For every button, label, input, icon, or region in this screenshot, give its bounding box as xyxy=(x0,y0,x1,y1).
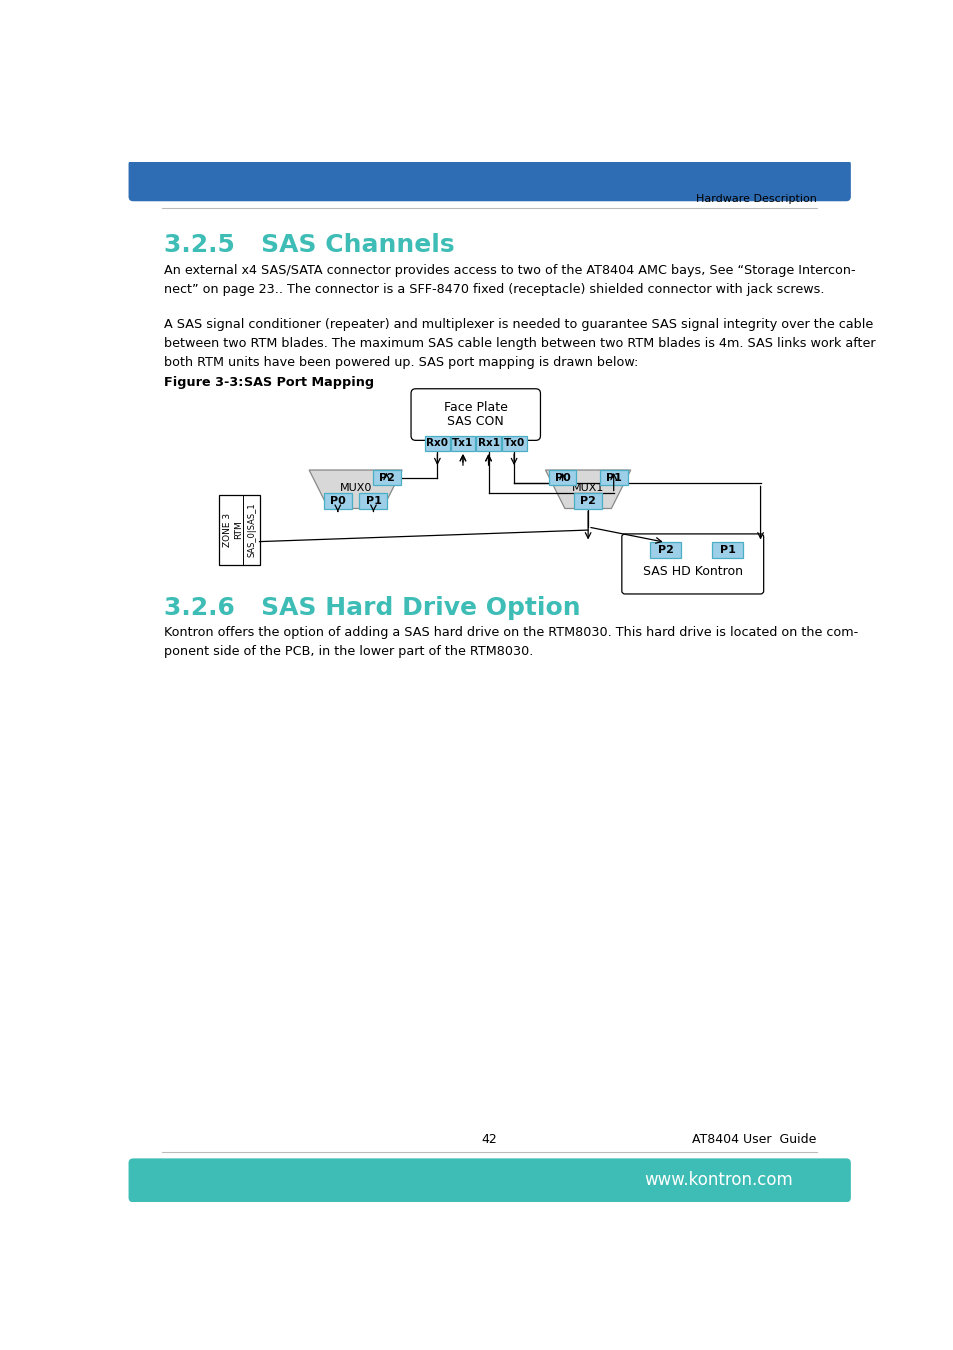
FancyBboxPatch shape xyxy=(424,436,449,451)
Text: SAS CON: SAS CON xyxy=(447,414,503,428)
Text: P1: P1 xyxy=(605,472,621,483)
Text: SAS_0|SAS_1: SAS_0|SAS_1 xyxy=(247,502,256,558)
Text: ZONE 3
RTM: ZONE 3 RTM xyxy=(223,513,243,547)
Text: P2: P2 xyxy=(579,495,596,506)
Text: Figure 3-3:: Figure 3-3: xyxy=(164,377,243,389)
FancyBboxPatch shape xyxy=(373,470,400,486)
Text: An external x4 SAS/SATA connector provides access to two of the AT8404 AMC bays,: An external x4 SAS/SATA connector provid… xyxy=(164,263,855,296)
Polygon shape xyxy=(309,470,402,509)
Text: 3.2.5   SAS Channels: 3.2.5 SAS Channels xyxy=(164,232,455,256)
Text: SAS HD Kontron: SAS HD Kontron xyxy=(642,566,742,578)
Text: 3.2.6   SAS Hard Drive Option: 3.2.6 SAS Hard Drive Option xyxy=(164,597,580,620)
Text: www.kontron.com: www.kontron.com xyxy=(644,1170,793,1189)
FancyBboxPatch shape xyxy=(359,493,387,509)
FancyBboxPatch shape xyxy=(711,543,742,558)
FancyBboxPatch shape xyxy=(129,159,850,201)
FancyBboxPatch shape xyxy=(621,533,762,594)
FancyBboxPatch shape xyxy=(574,493,601,509)
Text: P0: P0 xyxy=(330,495,345,506)
Text: Hardware Description: Hardware Description xyxy=(695,193,816,204)
Text: P2: P2 xyxy=(657,545,673,555)
Text: MUX1: MUX1 xyxy=(572,483,603,494)
Text: Tx1: Tx1 xyxy=(452,439,473,448)
Text: P1: P1 xyxy=(719,545,735,555)
Text: Rx0: Rx0 xyxy=(426,439,448,448)
FancyBboxPatch shape xyxy=(548,470,576,486)
Text: AT8404 User  Guide: AT8404 User Guide xyxy=(692,1133,816,1146)
Text: 42: 42 xyxy=(480,1133,497,1146)
Text: MUX0: MUX0 xyxy=(339,483,372,494)
FancyBboxPatch shape xyxy=(323,493,352,509)
FancyBboxPatch shape xyxy=(599,470,627,486)
FancyBboxPatch shape xyxy=(501,436,526,451)
Text: P2: P2 xyxy=(378,472,395,483)
Text: SAS Port Mapping: SAS Port Mapping xyxy=(226,377,374,389)
FancyBboxPatch shape xyxy=(129,1158,850,1203)
Polygon shape xyxy=(545,470,630,509)
FancyBboxPatch shape xyxy=(649,543,680,558)
Text: Face Plate: Face Plate xyxy=(443,401,507,414)
Text: Kontron offers the option of adding a SAS hard drive on the RTM8030. This hard d: Kontron offers the option of adding a SA… xyxy=(164,625,858,657)
Text: A SAS signal conditioner (repeater) and multiplexer is needed to guarantee SAS s: A SAS signal conditioner (repeater) and … xyxy=(164,317,875,369)
FancyBboxPatch shape xyxy=(476,436,500,451)
FancyBboxPatch shape xyxy=(219,495,259,564)
Text: P0: P0 xyxy=(554,472,570,483)
Text: Tx0: Tx0 xyxy=(503,439,524,448)
FancyBboxPatch shape xyxy=(411,389,540,440)
FancyBboxPatch shape xyxy=(450,436,475,451)
Text: P1: P1 xyxy=(365,495,381,506)
Text: Rx1: Rx1 xyxy=(477,439,499,448)
